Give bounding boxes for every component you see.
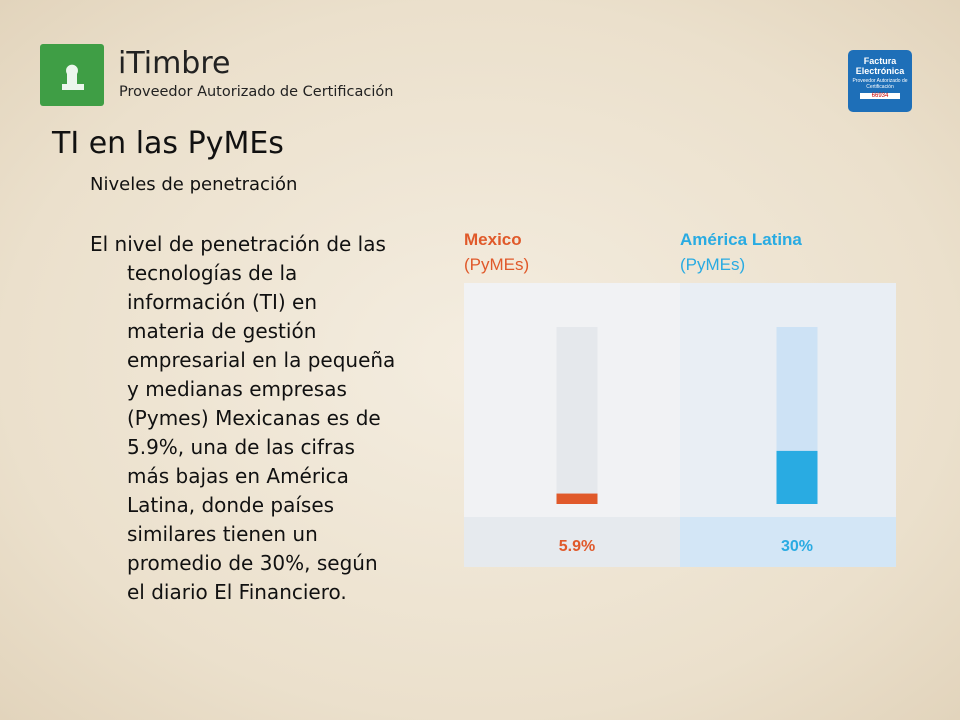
tagline: Proveedor Autorizado de Certificación xyxy=(119,84,394,100)
value-row xyxy=(680,517,896,567)
category-label: América Latina xyxy=(680,230,802,249)
body-text: El nivel de penetración de las tecnología… xyxy=(90,230,395,607)
body-line: tecnologías de la xyxy=(127,261,298,285)
badge-subtitle: Proveedor Autorizado de Certificación xyxy=(852,78,908,90)
badge-title: Factura Electrónica xyxy=(855,56,905,76)
body-line: (Pymes) Mexicanas es de xyxy=(127,406,381,430)
badge: Factura Electrónica Proveedor Autorizado… xyxy=(848,50,912,112)
body-line: Latina, donde países xyxy=(127,493,335,517)
title: TI en las PyMEs xyxy=(52,126,284,161)
value-label: 30% xyxy=(781,538,813,555)
bar xyxy=(776,450,818,504)
body-line: información (TI) en xyxy=(127,290,317,314)
logo xyxy=(40,44,104,106)
value-row xyxy=(464,517,680,567)
body-line: empresarial en la pequeña xyxy=(127,348,396,372)
category-note: (PyMEs) xyxy=(464,255,529,274)
category-label: Mexico xyxy=(464,230,522,249)
subtitle: Niveles de penetración xyxy=(90,174,298,195)
bar-track xyxy=(556,327,598,504)
logo-icon xyxy=(62,64,84,90)
body-line: 5.9%, una de las cifras xyxy=(127,435,355,459)
body-line: promedio de 30%, según xyxy=(127,551,378,575)
value-label: 5.9% xyxy=(559,538,595,555)
badge-number: 66934 xyxy=(860,93,900,99)
chart: Mexico (PyMEs) 5.9% América Latina (PyMEs) 30… xyxy=(464,230,896,567)
body-line: El nivel de penetración de las xyxy=(90,232,386,256)
body-line: más bajas en América xyxy=(127,464,349,488)
brand: iTimbre xyxy=(118,46,231,81)
body-line: el diario El Financiero. xyxy=(127,580,347,604)
body-line: similares tienen un xyxy=(127,522,318,546)
category-note: (PyMEs) xyxy=(680,255,745,274)
body-line: y medianas empresas xyxy=(127,377,347,401)
bar xyxy=(556,493,598,504)
body-line: materia de gestión xyxy=(127,319,317,343)
